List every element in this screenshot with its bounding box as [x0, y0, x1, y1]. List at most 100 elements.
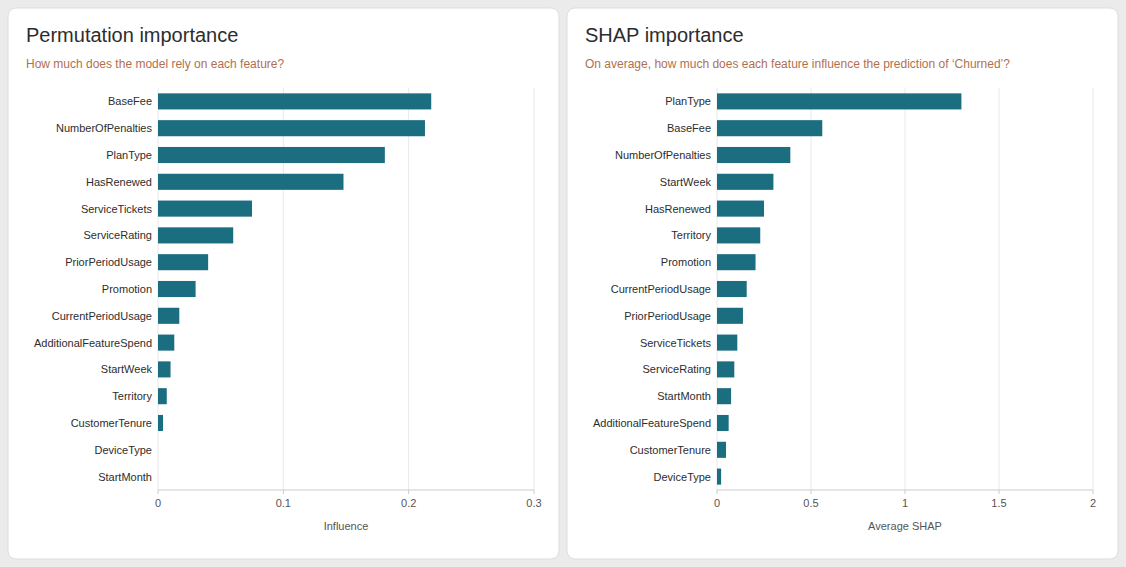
category-label: BaseFee	[667, 122, 711, 134]
category-label: CustomerTenure	[630, 444, 711, 456]
category-label: HasRenewed	[645, 203, 711, 215]
bar	[158, 335, 174, 351]
category-label: StartMonth	[657, 390, 711, 402]
bar	[717, 388, 731, 404]
category-label: PlanType	[665, 95, 711, 107]
grid-line	[1093, 88, 1094, 490]
bar	[717, 442, 726, 458]
bar	[158, 308, 179, 324]
category-label: NumberOfPenalties	[615, 149, 711, 161]
category-label: BaseFee	[108, 95, 152, 107]
grid-line	[534, 88, 535, 490]
bar	[158, 361, 171, 377]
bar	[158, 227, 233, 243]
category-label: PriorPeriodUsage	[624, 310, 711, 322]
bar	[158, 254, 208, 270]
category-label: CurrentPeriodUsage	[611, 283, 711, 295]
bars	[158, 93, 431, 431]
bar	[717, 254, 756, 270]
title: Permutation importance	[26, 24, 238, 46]
subtitle: On average, how much does each feature i…	[585, 57, 1010, 71]
bars	[717, 93, 961, 484]
x-axis-line	[158, 490, 534, 491]
category-label: PlanType	[106, 149, 152, 161]
category-label: DeviceType	[95, 444, 152, 456]
bar	[158, 201, 252, 217]
grid-line	[811, 88, 812, 490]
category-label: Promotion	[102, 283, 152, 295]
category-label: ServiceRating	[643, 363, 711, 375]
grid-line	[408, 88, 409, 490]
bar	[717, 227, 760, 243]
bar	[717, 361, 734, 377]
tick-label: 0.1	[276, 497, 291, 509]
bar	[158, 388, 167, 404]
bar	[158, 120, 425, 136]
bar	[717, 174, 773, 190]
tick-label: 1.5	[991, 497, 1006, 509]
panel: Permutation importance How much does the …	[8, 8, 559, 559]
background	[0, 0, 1126, 567]
tick-label: 0	[155, 497, 161, 509]
grid-line	[999, 88, 1000, 490]
category-label: AdditionalFeatureSpend	[34, 337, 152, 349]
tick-mark	[1093, 490, 1094, 494]
bar	[158, 281, 196, 297]
bar	[717, 93, 961, 109]
category-label: ServiceTickets	[640, 337, 712, 349]
tick-label: 0.2	[401, 497, 416, 509]
tick-mark	[717, 490, 718, 494]
tick-label: 0	[714, 497, 720, 509]
card	[8, 8, 559, 559]
category-label: ServiceRating	[84, 229, 152, 241]
category-label: DeviceType	[654, 471, 711, 483]
tick-mark	[811, 490, 812, 494]
tick-mark	[408, 490, 409, 494]
card	[567, 8, 1118, 559]
tick-label: 0.3	[526, 497, 541, 509]
category-label: AdditionalFeatureSpend	[593, 417, 711, 429]
x-axis-label: Average SHAP	[868, 520, 942, 532]
x-axis-line	[717, 490, 1093, 491]
bar	[717, 281, 747, 297]
tick-mark	[905, 490, 906, 494]
bar	[717, 415, 729, 431]
category-label: Territory	[671, 229, 711, 241]
tick-mark	[158, 490, 159, 494]
panel: SHAP importance On average, how much does…	[567, 8, 1118, 559]
bar	[158, 469, 159, 485]
chart-root: Permutation importance How much does the …	[0, 0, 1126, 567]
bar	[717, 308, 743, 324]
category-label: Promotion	[661, 256, 711, 268]
tick-mark	[534, 490, 535, 494]
category-label: StartMonth	[98, 471, 152, 483]
category-label: Territory	[112, 390, 152, 402]
tick-mark	[283, 490, 284, 494]
grid-line	[905, 88, 906, 490]
tick-label: 1	[902, 497, 908, 509]
bar	[717, 120, 822, 136]
category-label: HasRenewed	[86, 176, 152, 188]
category-label: ServiceTickets	[81, 203, 153, 215]
bar	[158, 442, 159, 458]
bar	[717, 147, 790, 163]
bar	[717, 335, 737, 351]
tick-mark	[999, 490, 1000, 494]
bar	[158, 147, 385, 163]
bar	[158, 415, 163, 431]
bar	[158, 174, 343, 190]
tick-label: 0.5	[803, 497, 818, 509]
bar	[717, 201, 764, 217]
category-label: NumberOfPenalties	[56, 122, 152, 134]
bar	[717, 469, 721, 485]
category-label: CustomerTenure	[71, 417, 152, 429]
bar	[158, 93, 431, 109]
title: SHAP importance	[585, 24, 744, 46]
category-label: CurrentPeriodUsage	[52, 310, 152, 322]
category-label: StartWeek	[660, 176, 712, 188]
x-axis-label: Influence	[324, 520, 369, 532]
tick-label: 2	[1090, 497, 1096, 509]
category-label: PriorPeriodUsage	[65, 256, 152, 268]
subtitle: How much does the model rely on each fea…	[26, 57, 284, 71]
category-label: StartWeek	[101, 363, 153, 375]
